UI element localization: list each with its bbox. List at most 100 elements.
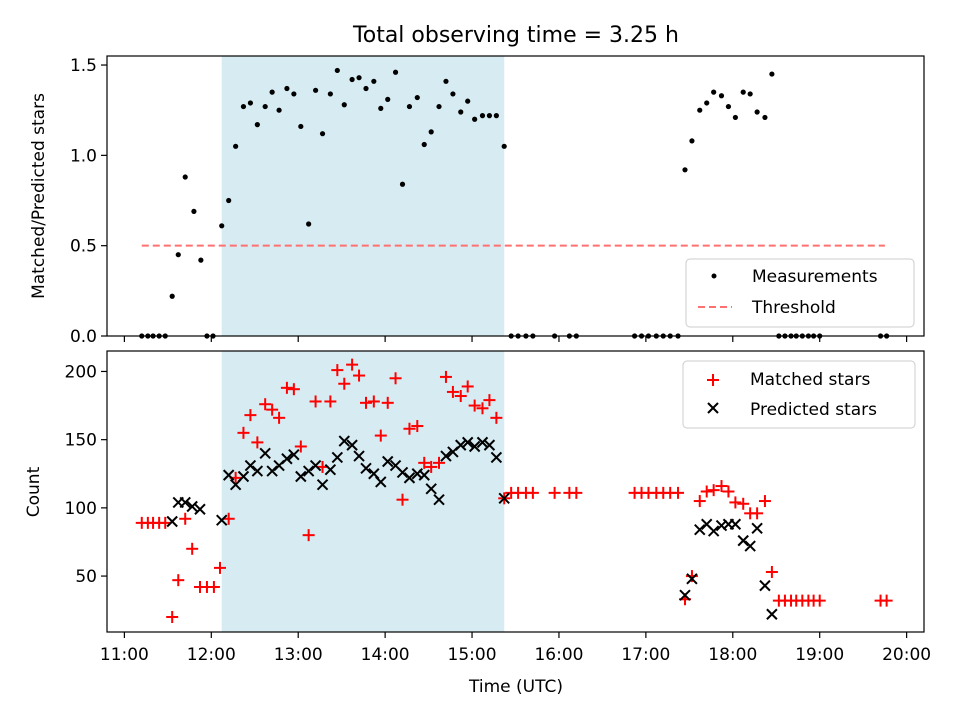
matched-star-marker [396,493,409,506]
measurement-point [269,89,275,95]
measurement-point [682,167,688,173]
predicted-star-marker [295,470,307,483]
top-panel: 0.0 0.5 1.0 1.5 Matched/Predicted stars Mea… [29,55,925,347]
predicted-star-marker [483,439,496,451]
matched-star-marker [346,358,359,371]
x-tick-label: 19:00 [795,645,844,665]
predicted-star-marker [309,459,322,472]
predicted-star-marker [455,439,467,451]
matched-star-marker [526,486,539,499]
legend-threshold-label: Threshold [751,298,836,318]
measurement-point [385,96,391,102]
predicted-star-marker [302,465,315,477]
legend-predicted-label: Predicted stars [750,400,877,420]
matched-star-marker [309,395,322,408]
measurement-point [240,103,247,110]
x-tick-label: 16:00 [534,645,583,665]
measurement-point [291,91,297,97]
matched-star-marker [381,396,394,409]
x-axis-label: Time (UTC) [468,677,563,697]
bottom-legend-box [682,360,916,429]
measurement-point [718,93,725,99]
predicted-star-marker [194,503,206,515]
predicted-star-marker [759,579,771,592]
matched-star-marker [172,574,185,587]
matched-star-marker [700,485,713,498]
predicted-star-marker [707,525,720,537]
matched-star-marker [237,426,250,439]
legend-matched-marker [707,374,719,386]
measurement-point [198,257,204,263]
predicted-star-marker [331,451,344,464]
x-tick-label: 12:00 [187,645,236,665]
legend-predicted-marker [707,402,719,414]
measurement-point [465,98,471,104]
predicted-star-marker [186,500,198,513]
y-tick-label: 0.0 [70,327,97,347]
matched-star-marker [454,390,467,403]
measurement-point [450,91,456,97]
predicted-star-marker [216,514,228,526]
top-legend-box [685,258,915,328]
predicted-star-marker [179,496,191,509]
matched-star-marker [389,372,402,385]
matched-star-marker [765,565,778,578]
predicted-star-points [166,435,778,620]
predicted-star-marker [396,466,409,479]
matched-star-marker [294,440,307,453]
measurement-point [312,87,319,93]
predicted-star-marker [166,515,178,528]
matched-star-marker [280,381,293,394]
matched-star-points [135,358,893,623]
matched-star-marker [722,485,735,498]
measurement-point [219,223,225,229]
y-tick-label: 100 [65,499,97,519]
measurement-point [191,208,197,214]
measurement-point [769,71,775,77]
bottom-y-axis-label: Count [24,466,44,517]
matched-star-marker [813,594,826,607]
measurement-point [334,67,340,74]
predicted-star-marker [375,476,387,488]
matched-star-marker [476,402,489,415]
predicted-star-marker [425,483,437,495]
measurement-point [262,103,268,110]
measurement-point [247,100,254,106]
matched-star-marker [324,395,337,408]
matched-star-marker [707,484,720,497]
matched-star-marker [425,460,438,473]
matched-star-marker [693,495,706,508]
predicted-star-marker [461,436,474,449]
predicted-star-marker [694,523,706,536]
predicted-star-marker [324,463,337,476]
bottom-shaded-interval [221,351,505,632]
measurement-point [740,89,746,95]
legend-measurement-marker [711,273,717,279]
measurement-point [501,143,507,149]
matched-star-marker [418,456,431,469]
predicted-star-marker [403,472,416,484]
predicted-star-marker [744,540,756,552]
matched-star-marker [880,594,893,607]
x-tick-label: 20:00 [882,645,931,665]
matched-star-marker [287,383,300,396]
y-tick-label: 1.0 [70,146,97,166]
predicted-star-marker [251,465,264,477]
y-tick-label: 1.5 [70,56,97,76]
matched-star-marker [179,512,192,525]
measurement-point [493,113,499,119]
measurement-point [711,89,717,95]
predicted-star-marker [360,462,372,475]
matched-star-marker [374,429,387,442]
matched-star-marker [166,610,179,623]
measurement-point [479,113,486,119]
predicted-star-marker [440,450,452,462]
matched-star-marker [461,380,474,393]
matched-star-marker [729,496,742,509]
measurement-point [356,75,362,81]
bottom-y-ticks: 50 100 150 200 [65,362,107,587]
predicted-star-marker [382,455,394,468]
measurement-point [233,143,239,149]
x-tick-label: 14:00 [361,645,410,665]
predicted-star-marker [751,522,763,535]
